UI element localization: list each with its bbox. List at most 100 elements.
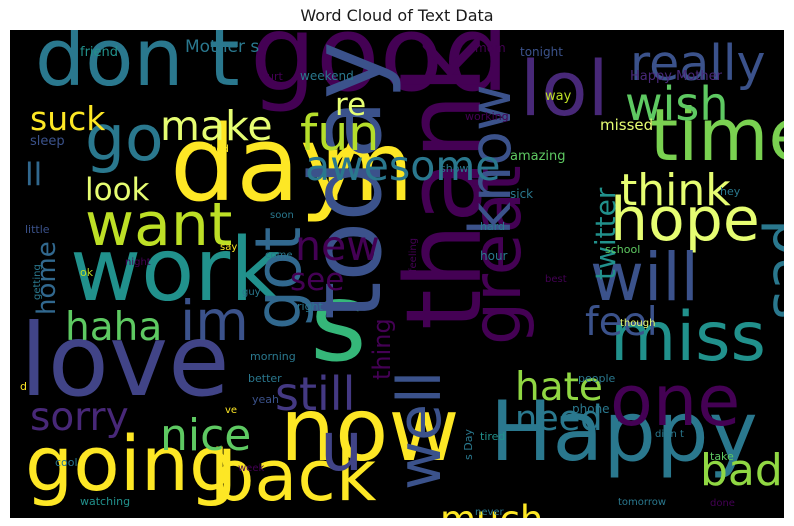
word-didn-t: didn t bbox=[655, 429, 684, 440]
word-need: need bbox=[515, 399, 602, 439]
word-im: im bbox=[180, 289, 249, 353]
word-best: best bbox=[545, 274, 567, 285]
word-night: night bbox=[125, 257, 151, 268]
word-thing: thing bbox=[368, 318, 396, 380]
word-don-t: don t bbox=[35, 30, 240, 104]
word-tonight: tonight bbox=[520, 45, 563, 59]
word-way: way bbox=[545, 89, 572, 104]
word-twitter: twitter bbox=[589, 187, 622, 280]
word-know: know bbox=[458, 84, 524, 235]
word-guy: guy bbox=[242, 287, 261, 298]
word-home: home bbox=[32, 241, 62, 315]
word-will: will bbox=[590, 239, 699, 316]
word-go: go bbox=[85, 102, 164, 175]
word-sorry: sorry bbox=[30, 395, 129, 440]
word-little: little bbox=[25, 223, 50, 236]
word-new: new bbox=[295, 222, 380, 270]
word-look: look bbox=[85, 172, 150, 208]
word-show: show bbox=[440, 162, 468, 175]
word-cool: cool bbox=[55, 456, 78, 469]
word-sick: sick bbox=[510, 187, 533, 201]
word-sad: sad bbox=[753, 219, 784, 320]
chart-title: Word Cloud of Text Data bbox=[300, 6, 494, 25]
word-s-day: s Day bbox=[462, 429, 475, 460]
word-watching: watching bbox=[80, 495, 130, 508]
word-sleep: sleep bbox=[30, 134, 65, 149]
word-never: never bbox=[475, 507, 505, 518]
word-working: working bbox=[465, 110, 509, 123]
word-work: work bbox=[70, 219, 281, 321]
word-bad: bad bbox=[700, 445, 783, 496]
word-weekend: weekend bbox=[300, 69, 354, 83]
word-still: still bbox=[275, 367, 355, 421]
word-take: take bbox=[710, 450, 734, 463]
word-hey: hey bbox=[720, 185, 741, 198]
word-hate: hate bbox=[515, 365, 603, 410]
word-ok: ok bbox=[80, 266, 94, 279]
word-ve: ve bbox=[225, 405, 237, 416]
word-happy: Happy bbox=[490, 383, 758, 480]
word-hurt: hurt bbox=[260, 70, 283, 83]
word-happy-mother: Happy Mother bbox=[630, 69, 723, 84]
word-hour: hour bbox=[480, 249, 508, 263]
word-better: better bbox=[248, 372, 282, 385]
word-missed: missed bbox=[600, 116, 653, 134]
word-yeah: yeah bbox=[252, 393, 279, 406]
word-awesome: awesome bbox=[305, 142, 501, 190]
word-tomorrow: tomorrow bbox=[618, 497, 666, 508]
word-re: re bbox=[335, 87, 366, 123]
word-today: today bbox=[290, 41, 404, 320]
word-done: done bbox=[710, 498, 735, 509]
word-school: school bbox=[605, 243, 640, 256]
word-want: want bbox=[85, 190, 232, 260]
word-see: see bbox=[290, 262, 344, 298]
word-wish: wish bbox=[625, 77, 729, 131]
word-mother-s: Mother s bbox=[185, 37, 259, 57]
word-back: back bbox=[210, 435, 377, 517]
word-morning: morning bbox=[250, 350, 296, 363]
word-one: one bbox=[610, 360, 740, 442]
word-bed: bed bbox=[210, 144, 229, 155]
word-feel: feel bbox=[585, 300, 658, 345]
word-think: think bbox=[620, 165, 731, 216]
word-phone: phone bbox=[572, 402, 610, 416]
word-suck: suck bbox=[30, 99, 106, 138]
word-really: really bbox=[630, 35, 765, 92]
word-hope: hope bbox=[610, 185, 760, 255]
word-miss: miss bbox=[610, 298, 766, 377]
word-s: s bbox=[310, 259, 367, 386]
word-friend: friend bbox=[80, 45, 118, 60]
word-lol: lol bbox=[520, 44, 609, 133]
word-great: great bbox=[458, 165, 537, 345]
word-got: got bbox=[242, 227, 315, 330]
word-going: going bbox=[25, 419, 237, 508]
word-tired: tired bbox=[480, 430, 505, 443]
word-time: time bbox=[650, 93, 784, 177]
word-hard: hard bbox=[480, 220, 505, 233]
word-m: m bbox=[320, 111, 414, 223]
word-u: u bbox=[320, 408, 363, 487]
word-day: day bbox=[170, 103, 361, 225]
word-though: though bbox=[620, 318, 655, 329]
word-ll: ll bbox=[25, 157, 42, 193]
word-haha: haha bbox=[65, 305, 162, 350]
word-people: people bbox=[578, 372, 616, 385]
word-mom: mom bbox=[475, 41, 506, 55]
word-getting: getting bbox=[32, 264, 43, 300]
word-right: right bbox=[297, 300, 324, 313]
cloud-background bbox=[10, 30, 784, 518]
word-thank: thank bbox=[383, 33, 505, 330]
word-now: now bbox=[280, 379, 460, 481]
word-d: d bbox=[20, 380, 27, 393]
word-soon: soon bbox=[270, 210, 294, 221]
word-come: come bbox=[265, 250, 293, 261]
word-love: love bbox=[20, 302, 230, 419]
word-nice: nice bbox=[160, 410, 251, 461]
word-well: well bbox=[385, 371, 455, 490]
word-week: week bbox=[238, 463, 264, 474]
word-fun: fun bbox=[300, 105, 379, 162]
word-say: say bbox=[220, 242, 237, 253]
word-make: make bbox=[160, 102, 273, 150]
